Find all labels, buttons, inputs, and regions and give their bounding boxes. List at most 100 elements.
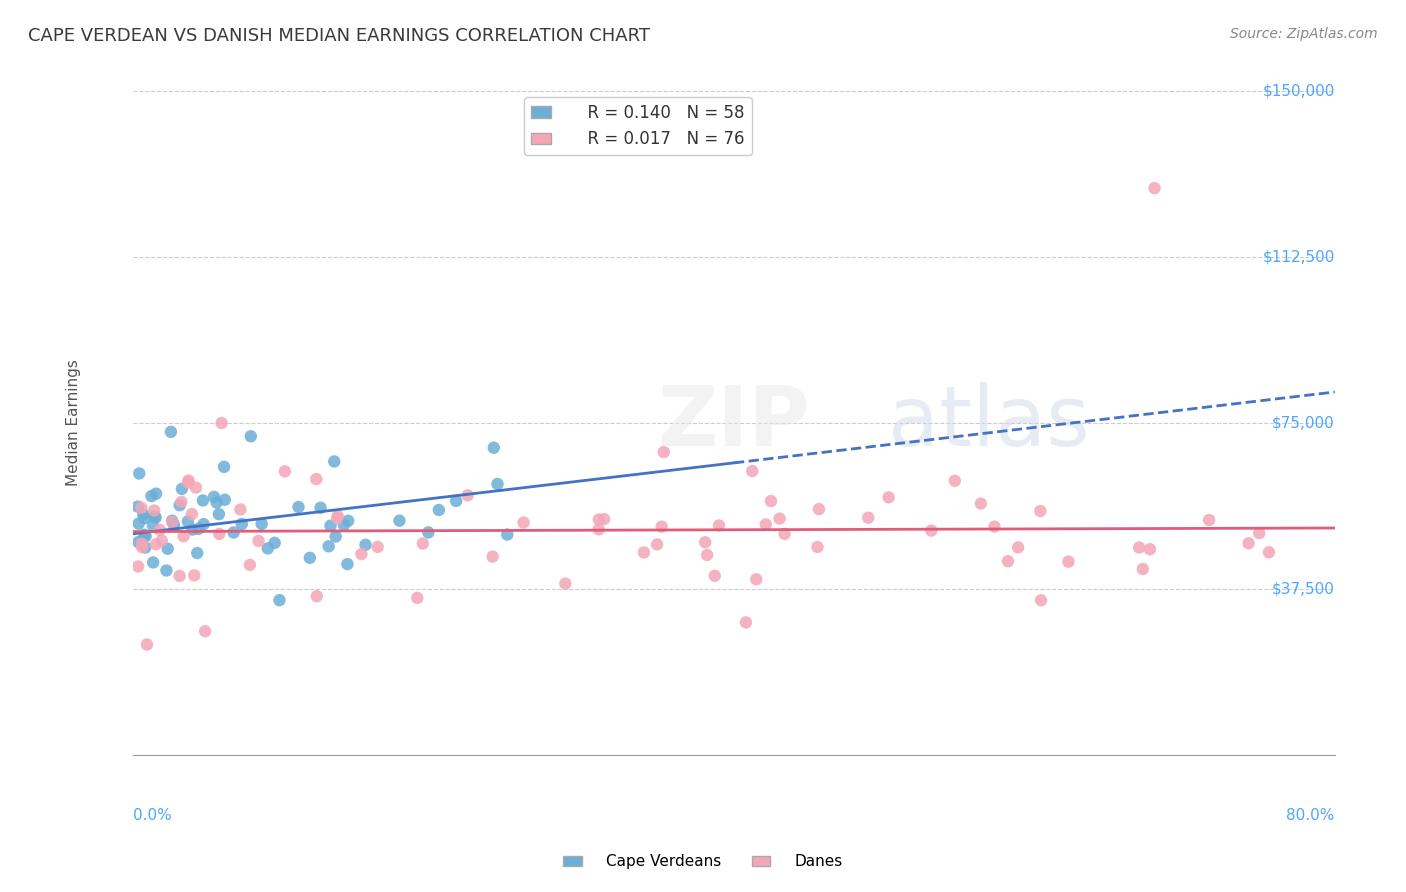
Point bbox=[593, 512, 616, 526]
Point bbox=[142, 556, 165, 570]
Point bbox=[127, 535, 149, 549]
Legend:   R = 0.140   N = 58,   R = 0.017   N = 76: R = 0.140 N = 58, R = 0.017 N = 76 bbox=[524, 97, 752, 155]
Point bbox=[150, 533, 173, 548]
Point bbox=[229, 502, 252, 516]
Point bbox=[222, 525, 245, 540]
Point bbox=[326, 511, 349, 525]
Point bbox=[412, 536, 434, 550]
Point bbox=[333, 517, 356, 532]
Point bbox=[920, 524, 942, 538]
Point bbox=[707, 518, 730, 533]
Point bbox=[212, 459, 235, 474]
Point bbox=[1258, 545, 1281, 559]
Point bbox=[1029, 504, 1052, 518]
Point bbox=[309, 500, 332, 515]
Point bbox=[1007, 541, 1029, 555]
Point bbox=[457, 488, 479, 502]
Point bbox=[496, 527, 519, 541]
Point bbox=[194, 624, 217, 639]
Text: CAPE VERDEAN VS DANISH MEDIAN EARNINGS CORRELATION CHART: CAPE VERDEAN VS DANISH MEDIAN EARNINGS C… bbox=[28, 27, 650, 45]
Point bbox=[239, 429, 262, 443]
Point bbox=[997, 554, 1019, 568]
Point bbox=[354, 538, 377, 552]
Point bbox=[180, 507, 202, 521]
Point bbox=[155, 564, 177, 578]
Text: $75,000: $75,000 bbox=[1272, 416, 1334, 431]
Point bbox=[170, 482, 193, 496]
Point bbox=[141, 489, 163, 503]
Point bbox=[482, 441, 505, 455]
Point bbox=[184, 481, 207, 495]
Point bbox=[1132, 562, 1154, 576]
Point bbox=[651, 519, 673, 533]
Point bbox=[160, 425, 183, 439]
Point bbox=[323, 454, 346, 468]
Point bbox=[136, 638, 159, 652]
Point bbox=[481, 549, 503, 564]
Point bbox=[305, 589, 328, 603]
Point bbox=[1249, 526, 1271, 541]
Point bbox=[187, 522, 209, 536]
Point bbox=[177, 475, 200, 490]
Point bbox=[695, 535, 717, 549]
Legend: Cape Verdeans, Danes: Cape Verdeans, Danes bbox=[557, 848, 849, 875]
Text: 0.0%: 0.0% bbox=[134, 808, 172, 823]
Point bbox=[170, 495, 193, 509]
Point bbox=[1139, 542, 1161, 557]
Point bbox=[134, 541, 156, 555]
Point bbox=[193, 517, 215, 532]
Point bbox=[143, 503, 166, 517]
Point bbox=[745, 572, 768, 586]
Point bbox=[135, 529, 157, 543]
Point bbox=[131, 541, 153, 555]
Point bbox=[177, 474, 200, 488]
Point bbox=[512, 516, 534, 530]
Point bbox=[305, 472, 328, 486]
Point bbox=[231, 516, 253, 531]
Point bbox=[633, 545, 655, 559]
Point bbox=[735, 615, 758, 630]
Point bbox=[298, 550, 321, 565]
Text: $150,000: $150,000 bbox=[1263, 83, 1334, 98]
Point bbox=[274, 464, 297, 478]
Point bbox=[156, 541, 179, 556]
Point bbox=[263, 536, 285, 550]
Point bbox=[256, 541, 278, 556]
Point bbox=[768, 511, 790, 525]
Point bbox=[205, 495, 228, 509]
Point bbox=[755, 517, 778, 532]
Point bbox=[318, 539, 340, 553]
Point bbox=[1237, 536, 1260, 550]
Text: 80.0%: 80.0% bbox=[1286, 808, 1334, 823]
Text: $37,500: $37,500 bbox=[1272, 582, 1334, 597]
Point bbox=[1128, 541, 1150, 555]
Point bbox=[652, 445, 675, 459]
Point bbox=[406, 591, 429, 605]
Text: Median Earnings: Median Earnings bbox=[66, 359, 80, 486]
Point bbox=[554, 576, 576, 591]
Point bbox=[186, 546, 208, 560]
Point bbox=[588, 512, 610, 526]
Point bbox=[486, 477, 509, 491]
Point bbox=[696, 548, 718, 562]
Point bbox=[326, 508, 349, 523]
Point bbox=[208, 527, 231, 541]
Point bbox=[858, 510, 880, 524]
Point bbox=[177, 515, 200, 529]
Point bbox=[128, 516, 150, 531]
Point bbox=[127, 500, 149, 514]
Point bbox=[145, 486, 167, 500]
Point bbox=[773, 526, 796, 541]
Point bbox=[169, 569, 191, 583]
Text: ZIP: ZIP bbox=[658, 383, 810, 464]
Point bbox=[191, 493, 214, 508]
Point bbox=[350, 547, 373, 561]
Point bbox=[131, 500, 153, 515]
Point bbox=[645, 537, 668, 551]
Point bbox=[181, 523, 204, 537]
Point bbox=[1143, 181, 1166, 195]
Point bbox=[142, 518, 165, 533]
Point bbox=[214, 492, 236, 507]
Point bbox=[319, 518, 342, 533]
Point bbox=[1198, 513, 1220, 527]
